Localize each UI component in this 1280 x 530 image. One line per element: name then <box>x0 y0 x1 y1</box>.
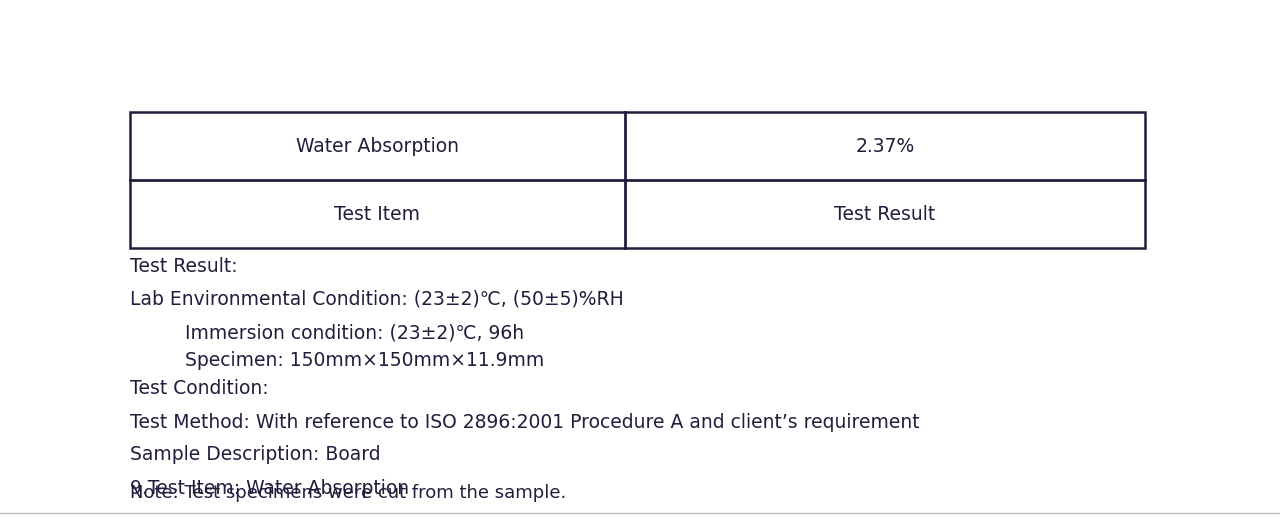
Text: Sample Description: Board: Sample Description: Board <box>131 446 380 464</box>
Text: Note: Test specimens were cut from the sample.: Note: Test specimens were cut from the s… <box>131 484 566 502</box>
Text: Immersion condition: (23±2)℃, 96h: Immersion condition: (23±2)℃, 96h <box>186 323 524 342</box>
Bar <box>131 112 1146 248</box>
Text: Water Absorption: Water Absorption <box>296 137 460 155</box>
Text: Test Condition:: Test Condition: <box>131 379 269 399</box>
Text: Test Item: Test Item <box>334 205 421 224</box>
Text: Specimen: 150mm×150mm×11.9mm: Specimen: 150mm×150mm×11.9mm <box>186 351 544 370</box>
Text: Lab Environmental Condition: (23±2)℃, (50±5)%RH: Lab Environmental Condition: (23±2)℃, (5… <box>131 289 623 308</box>
Text: Test Result:: Test Result: <box>131 257 238 276</box>
Text: Test Result: Test Result <box>835 205 936 224</box>
Text: 2.37%: 2.37% <box>855 137 915 155</box>
Text: Test Method: With reference to ISO 2896:2001 Procedure A and client’s requiremen: Test Method: With reference to ISO 2896:… <box>131 412 919 431</box>
Text: 9.Test Item: Water Absorption: 9.Test Item: Water Absorption <box>131 479 410 498</box>
